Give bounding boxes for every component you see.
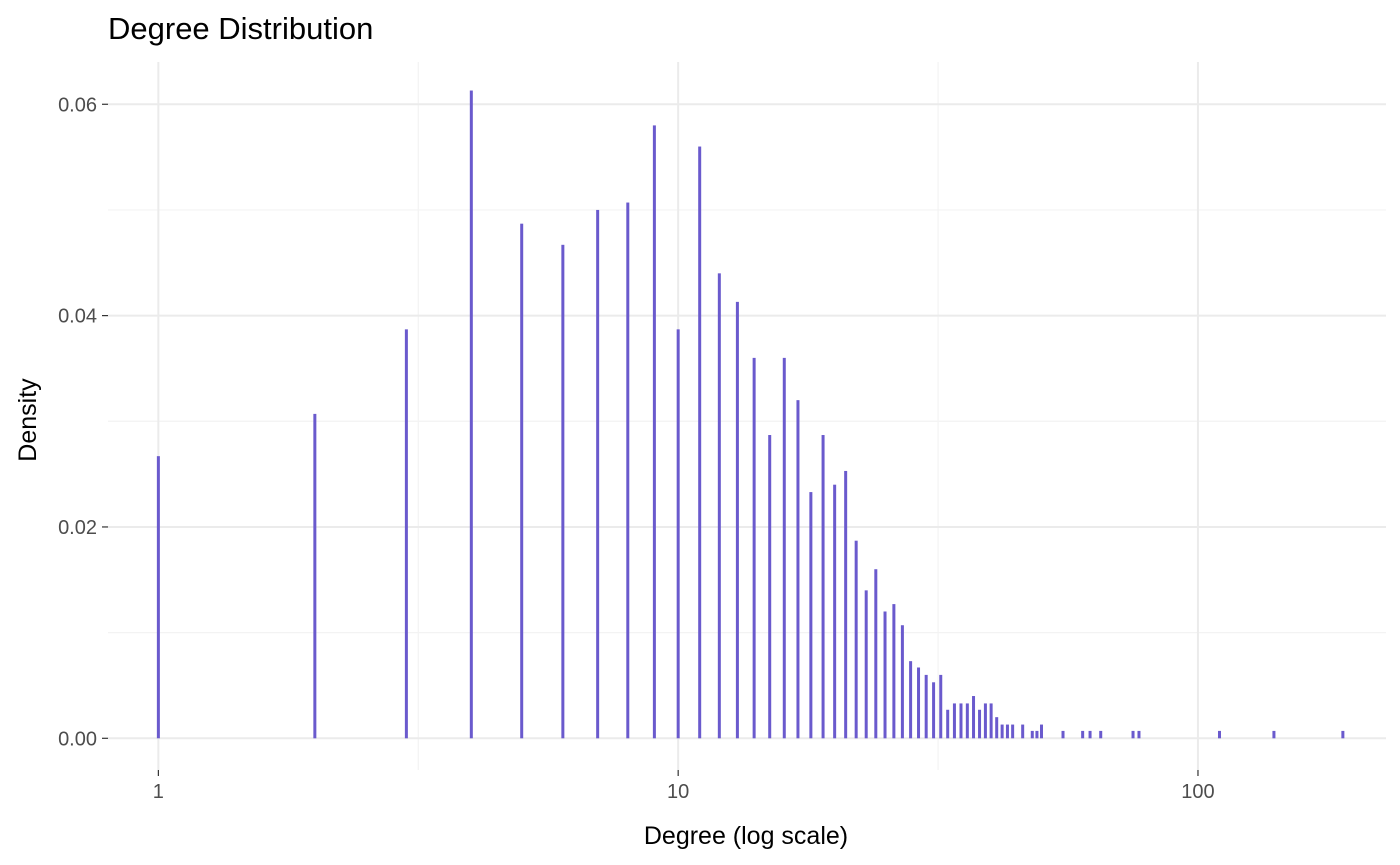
- x-tick-label: 10: [667, 781, 689, 803]
- y-axis: 0.00 0.02 0.04 0.06: [58, 94, 108, 750]
- bar: [946, 709, 950, 739]
- bar: [959, 703, 963, 739]
- bar: [717, 273, 721, 739]
- bars-layer: [156, 90, 1345, 739]
- bar: [1217, 730, 1221, 739]
- bar: [1088, 730, 1092, 739]
- y-tick-label: 0.04: [58, 306, 97, 328]
- x-tick-label: 1: [153, 781, 164, 803]
- bar: [561, 244, 565, 739]
- chart-title: Degree Distribution: [108, 11, 373, 46]
- y-tick-label: 0.00: [58, 728, 97, 750]
- bar: [1035, 730, 1039, 739]
- bar: [939, 674, 943, 739]
- bar: [596, 209, 600, 739]
- bar: [1272, 730, 1276, 739]
- bar: [1000, 724, 1004, 739]
- bar: [1039, 724, 1043, 739]
- x-axis: 1 10 100: [153, 770, 1215, 803]
- bar: [1021, 724, 1025, 739]
- bar: [874, 569, 878, 739]
- x-axis-title: Degree (log scale): [644, 822, 848, 850]
- bar: [892, 604, 896, 739]
- bar: [854, 540, 858, 739]
- bar: [1099, 730, 1103, 739]
- bar: [1137, 730, 1141, 739]
- bar: [796, 400, 800, 739]
- bar: [972, 696, 976, 739]
- bar: [900, 625, 904, 739]
- bar: [1011, 724, 1015, 739]
- bar: [1061, 730, 1065, 739]
- bar: [978, 709, 982, 739]
- bar: [676, 329, 680, 739]
- y-axis-title: Density: [14, 378, 42, 462]
- bar: [1131, 730, 1135, 739]
- bar: [1030, 730, 1034, 739]
- bar: [989, 703, 993, 739]
- bar: [917, 667, 921, 739]
- bar: [952, 703, 956, 739]
- bar: [752, 357, 756, 739]
- bar: [1341, 730, 1345, 739]
- bar: [698, 146, 702, 739]
- y-tick-label: 0.02: [58, 517, 97, 539]
- bar: [809, 492, 813, 739]
- bar: [156, 456, 160, 739]
- bar: [735, 301, 739, 739]
- bar: [404, 329, 408, 739]
- bar: [883, 611, 887, 739]
- bar: [821, 435, 825, 739]
- bar: [652, 125, 656, 739]
- bar: [768, 435, 772, 739]
- bar: [965, 703, 969, 739]
- bar: [909, 661, 913, 739]
- bar: [864, 590, 868, 739]
- bar: [520, 223, 524, 739]
- y-tick-label: 0.06: [58, 94, 97, 116]
- bar: [1005, 724, 1009, 739]
- x-tick-label: 100: [1181, 781, 1214, 803]
- bar: [924, 674, 928, 739]
- bar: [932, 682, 936, 739]
- bar: [995, 717, 999, 739]
- bar: [983, 703, 987, 739]
- bar: [469, 90, 473, 739]
- bar: [844, 470, 848, 739]
- bar: [313, 413, 317, 739]
- bar: [782, 357, 786, 739]
- bar: [626, 202, 630, 739]
- bar: [833, 484, 837, 739]
- bar: [1081, 730, 1085, 739]
